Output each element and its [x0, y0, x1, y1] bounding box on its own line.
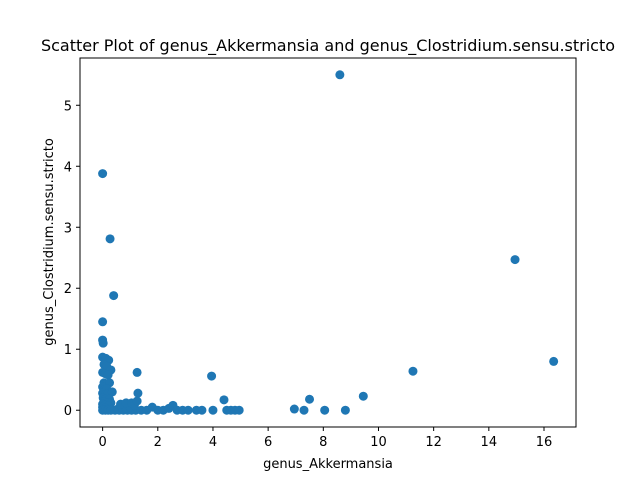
- x-axis-label: genus_Akkermansia: [263, 457, 393, 472]
- data-point: [358, 391, 368, 401]
- data-point: [197, 405, 207, 415]
- y-tick-label: 4: [64, 160, 72, 175]
- data-point: [289, 404, 299, 414]
- x-tick-label: 8: [319, 435, 327, 450]
- x-tick-label: 6: [264, 435, 272, 450]
- data-point: [208, 405, 218, 415]
- chart-title: Scatter Plot of genus_Akkermansia and ge…: [41, 36, 615, 56]
- data-point: [183, 405, 193, 415]
- data-point: [107, 387, 117, 397]
- data-point: [133, 388, 143, 398]
- data-point: [408, 366, 418, 376]
- data-point: [98, 317, 108, 327]
- x-tick-label: 14: [481, 435, 498, 450]
- data-point: [335, 70, 345, 80]
- x-tick-label: 16: [536, 435, 553, 450]
- data-point: [103, 370, 113, 380]
- data-point: [234, 405, 244, 415]
- data-point: [340, 405, 350, 415]
- y-tick-label: 0: [64, 404, 72, 419]
- y-tick-label: 1: [64, 343, 72, 358]
- data-point: [109, 291, 119, 301]
- data-point: [132, 396, 142, 406]
- data-point: [98, 338, 108, 348]
- data-point: [219, 395, 229, 405]
- data-point: [299, 405, 309, 415]
- data-point: [549, 356, 559, 366]
- data-point: [207, 371, 217, 381]
- x-axis-ticks: 0 2 4 6 8 10 12 14 16: [98, 427, 552, 450]
- x-tick-label: 0: [98, 435, 106, 450]
- data-point: [105, 234, 115, 244]
- y-axis-label: genus_Clostridium.sensu.stricto: [42, 138, 57, 346]
- y-tick-label: 3: [64, 221, 72, 236]
- data-point: [510, 255, 520, 265]
- data-point: [320, 405, 330, 415]
- x-tick-label: 2: [154, 435, 162, 450]
- data-points: [98, 70, 559, 415]
- x-tick-label: 4: [209, 435, 217, 450]
- y-tick-label: 5: [64, 99, 72, 114]
- plot-frame: [79, 57, 577, 428]
- data-point: [305, 394, 315, 404]
- data-point: [98, 169, 108, 179]
- y-axis-ticks: 0 1 2 3 4 5: [64, 99, 80, 419]
- y-tick-label: 2: [64, 282, 72, 297]
- data-point: [132, 367, 142, 377]
- x-tick-label: 10: [370, 435, 387, 450]
- x-tick-label: 12: [425, 435, 442, 450]
